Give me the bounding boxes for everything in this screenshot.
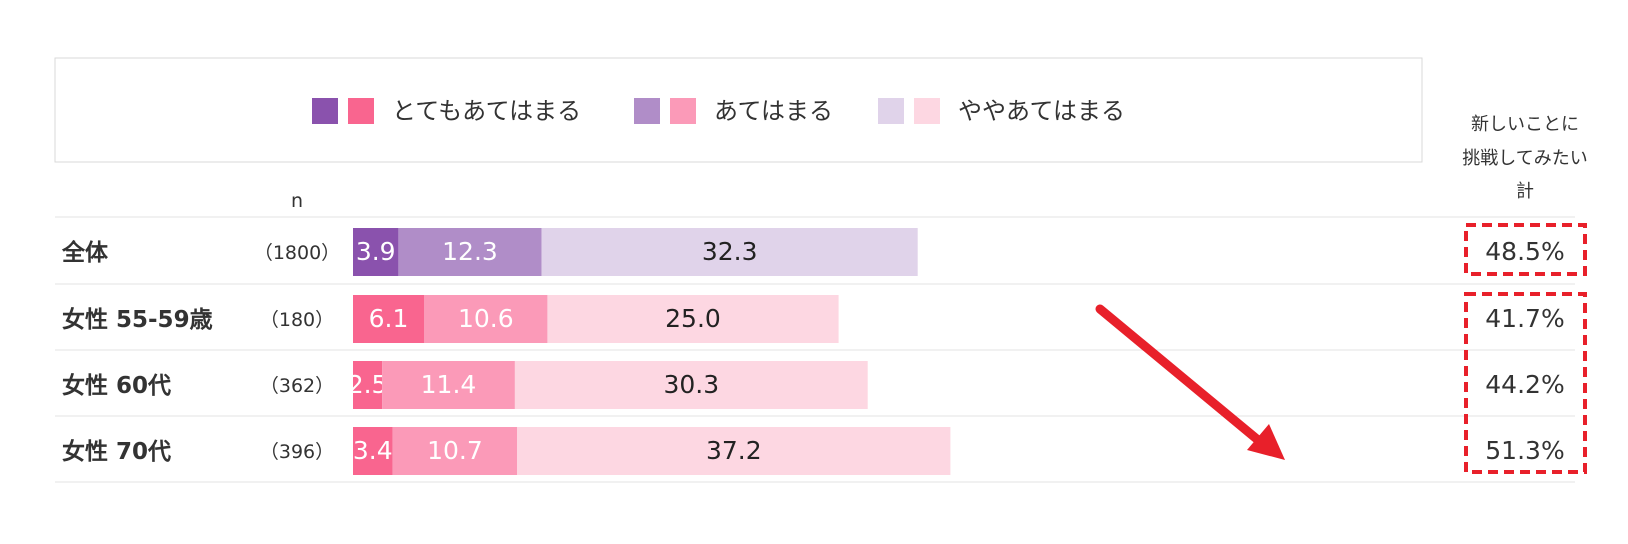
trend-arrow-head bbox=[1247, 424, 1285, 460]
bar-value-label: 30.3 bbox=[663, 370, 719, 399]
bar-value-label: 11.4 bbox=[421, 370, 477, 399]
row-total: 51.3% bbox=[1485, 436, 1564, 465]
row-n: （396） bbox=[260, 441, 334, 463]
bar-segment bbox=[353, 427, 393, 475]
legend-swatch-purple bbox=[878, 98, 904, 124]
n-header: n bbox=[291, 190, 303, 212]
bar-segment bbox=[541, 228, 918, 276]
row-n: （1800） bbox=[254, 242, 340, 264]
highlight-box-total bbox=[1464, 223, 1587, 276]
legend-swatch-purple bbox=[634, 98, 660, 124]
trend-arrow-shaft bbox=[1095, 304, 1263, 445]
legend-label: あてはまる bbox=[714, 97, 833, 125]
bar-segment bbox=[353, 228, 399, 276]
legend-swatch-pink bbox=[348, 98, 374, 124]
bar-segment bbox=[382, 361, 515, 409]
bar-segment bbox=[392, 427, 518, 475]
bar-segment bbox=[514, 361, 868, 409]
bar-segment bbox=[398, 228, 542, 276]
row-label: 全体 bbox=[61, 239, 109, 266]
legend-label: ややあてはまる bbox=[958, 97, 1125, 125]
row-label: 女性 70代 bbox=[62, 438, 171, 465]
row-label: 女性 55-59歳 bbox=[62, 306, 213, 333]
bar-value-label: 10.7 bbox=[427, 436, 483, 465]
bar-value-label: 6.1 bbox=[369, 304, 409, 333]
legend-swatch-pink bbox=[914, 98, 940, 124]
legend-label: とてもあてはまる bbox=[392, 97, 581, 125]
row-total: 44.2% bbox=[1485, 370, 1564, 399]
bar-value-label: 2.5 bbox=[348, 370, 388, 399]
row-total: 48.5% bbox=[1485, 237, 1564, 266]
bar-value-label: 10.6 bbox=[458, 304, 514, 333]
highlight-box-women bbox=[1464, 292, 1587, 474]
row-separators bbox=[55, 216, 1575, 483]
bar-value-label: 12.3 bbox=[442, 237, 498, 266]
bar-segment bbox=[517, 427, 951, 475]
bar-value-label: 37.2 bbox=[706, 436, 762, 465]
bar-segment bbox=[353, 361, 383, 409]
bar-segment bbox=[547, 295, 839, 343]
legend-swatch-purple bbox=[312, 98, 338, 124]
bar-value-label: 32.3 bbox=[702, 237, 758, 266]
row-n: （180） bbox=[260, 309, 334, 331]
bar-segment bbox=[424, 295, 548, 343]
total-header-line3: 計 bbox=[1516, 181, 1534, 202]
bar-value-label: 25.0 bbox=[665, 304, 721, 333]
legend-box bbox=[54, 57, 1423, 163]
total-header-line1: 新しいことに bbox=[1471, 114, 1579, 135]
row-n: （362） bbox=[260, 375, 334, 397]
legend-swatch-pink bbox=[670, 98, 696, 124]
bar-value-label: 3.9 bbox=[356, 237, 396, 266]
chart-rows: 全体 （1800） 3.9 12.3 32.3 48.5% 女性 55-59歳 （180） 6.… bbox=[61, 228, 1565, 475]
row-total: 41.7% bbox=[1485, 304, 1564, 333]
bar-value-label: 3.4 bbox=[353, 436, 393, 465]
bar-segment bbox=[353, 295, 424, 343]
total-header-line2: 挑戦してみたい bbox=[1462, 148, 1587, 169]
legend: とてもあてはまる あてはまる ややあてはまる bbox=[312, 97, 1125, 125]
row-label: 女性 60代 bbox=[62, 372, 171, 399]
